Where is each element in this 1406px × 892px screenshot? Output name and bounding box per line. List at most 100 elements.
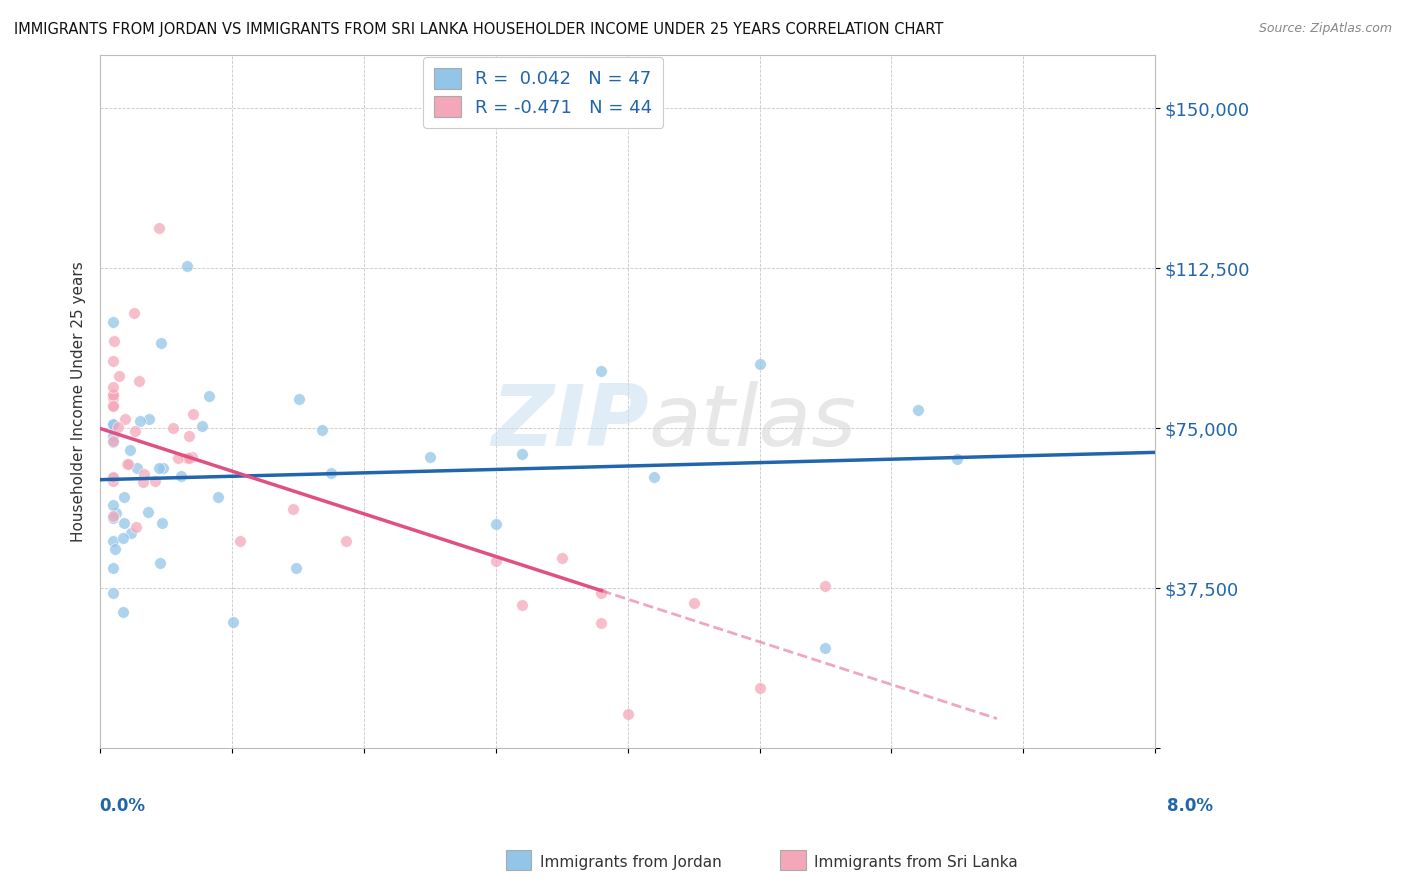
Point <box>190 418 212 433</box>
Point <box>127 460 149 475</box>
Point <box>103 418 125 433</box>
Point <box>103 560 125 574</box>
Point <box>138 411 160 425</box>
Point <box>103 586 125 600</box>
Point <box>103 315 125 329</box>
Point <box>285 561 308 575</box>
Point <box>103 508 125 523</box>
Point <box>103 534 125 549</box>
Point <box>198 389 221 403</box>
Point <box>748 681 770 696</box>
Point <box>103 399 125 413</box>
Point <box>103 399 125 413</box>
Point <box>103 334 125 349</box>
Point <box>177 429 200 443</box>
Point <box>149 336 172 351</box>
Point <box>112 516 135 530</box>
Point <box>179 450 201 465</box>
Y-axis label: Householder Income Under 25 years: Householder Income Under 25 years <box>72 261 86 542</box>
Point <box>136 505 159 519</box>
Point <box>176 450 198 465</box>
Point <box>117 457 139 471</box>
Point <box>748 357 770 371</box>
Point <box>104 506 127 520</box>
Point <box>616 707 638 722</box>
Point <box>103 434 125 449</box>
Point <box>551 550 574 565</box>
Point <box>103 354 125 368</box>
Point <box>814 579 837 593</box>
Point <box>124 306 146 320</box>
Point <box>129 414 152 428</box>
Point <box>419 450 441 464</box>
Point <box>104 542 127 557</box>
Point <box>591 586 613 600</box>
Point <box>103 380 125 394</box>
Point <box>103 498 125 512</box>
Point <box>132 475 155 490</box>
Point <box>120 525 142 540</box>
Text: 0.0%: 0.0% <box>98 797 145 815</box>
Point <box>485 516 508 531</box>
Point <box>149 556 172 570</box>
Point <box>485 554 508 568</box>
Point <box>176 260 198 274</box>
Text: IMMIGRANTS FROM JORDAN VS IMMIGRANTS FROM SRI LANKA HOUSEHOLDER INCOME UNDER 25 : IMMIGRANTS FROM JORDAN VS IMMIGRANTS FRO… <box>14 22 943 37</box>
Text: Immigrants from Sri Lanka: Immigrants from Sri Lanka <box>814 855 1018 870</box>
Text: atlas: atlas <box>648 381 856 464</box>
Point <box>287 392 309 406</box>
Point <box>335 534 357 549</box>
Point <box>228 533 250 548</box>
Point <box>150 516 173 531</box>
Point <box>143 475 166 489</box>
Point <box>103 417 125 431</box>
Point <box>814 640 837 655</box>
Text: Immigrants from Jordan: Immigrants from Jordan <box>540 855 721 870</box>
Point <box>510 598 533 612</box>
Point <box>321 467 343 481</box>
Point <box>162 421 184 435</box>
Point <box>510 447 533 461</box>
Point <box>112 490 135 504</box>
Point <box>103 429 125 443</box>
Point <box>103 434 125 449</box>
Point <box>311 423 333 437</box>
Point <box>111 531 134 545</box>
Point <box>591 364 613 378</box>
Legend: R =  0.042   N = 47, R = -0.471   N = 44: R = 0.042 N = 47, R = -0.471 N = 44 <box>423 57 664 128</box>
Point <box>120 442 142 457</box>
Point <box>115 457 138 471</box>
Point <box>124 424 146 438</box>
Point <box>107 368 129 383</box>
Point <box>166 450 188 465</box>
Point <box>682 596 704 610</box>
Point <box>152 461 174 475</box>
Point <box>907 403 929 417</box>
Point <box>170 469 193 483</box>
Point <box>107 420 129 434</box>
Point <box>103 388 125 402</box>
Point <box>148 461 170 475</box>
Text: 8.0%: 8.0% <box>1167 797 1213 815</box>
Point <box>181 450 204 464</box>
Point <box>103 474 125 488</box>
Point <box>114 412 136 426</box>
Point <box>222 615 245 629</box>
Point <box>103 387 125 401</box>
Point <box>103 511 125 525</box>
Text: ZIP: ZIP <box>491 381 648 464</box>
Point <box>128 374 150 388</box>
Point <box>591 615 613 630</box>
Point <box>103 471 125 485</box>
Point <box>134 467 156 481</box>
Point <box>111 605 134 619</box>
Text: Source: ZipAtlas.com: Source: ZipAtlas.com <box>1258 22 1392 36</box>
Point <box>103 470 125 484</box>
Point <box>643 470 665 484</box>
Point <box>207 490 229 504</box>
Point <box>181 407 204 421</box>
Point <box>125 520 148 534</box>
Point <box>148 221 170 235</box>
Point <box>946 451 969 466</box>
Point <box>281 501 304 516</box>
